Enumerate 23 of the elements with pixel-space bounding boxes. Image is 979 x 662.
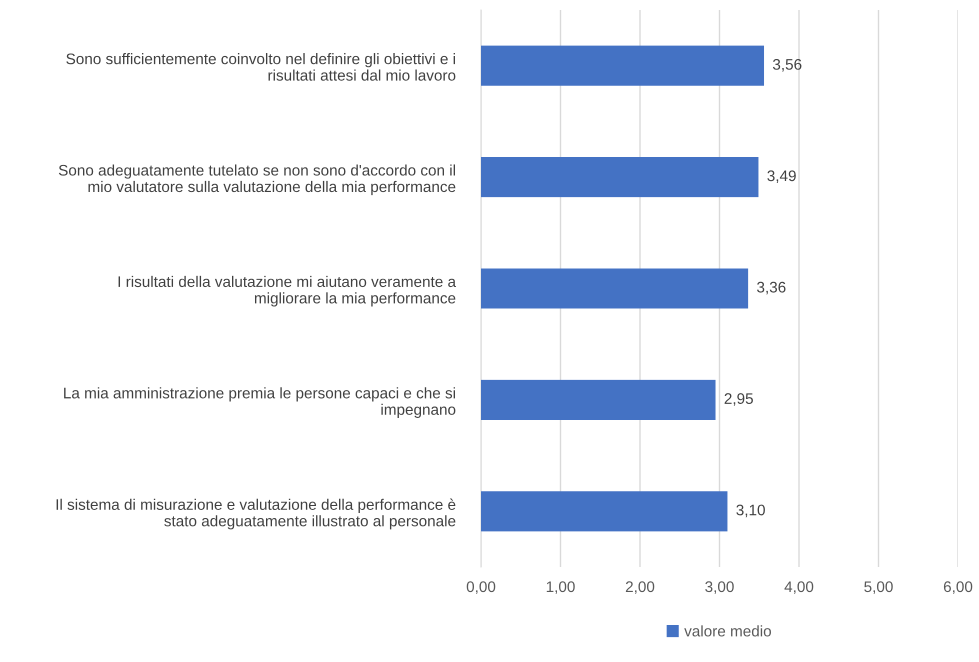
bar — [481, 46, 764, 86]
y-tick-label: Sono adeguatamente tutelato se non sono d'accordo con il mio valutatore sulla valutazione della mia performance — [58, 164, 456, 196]
x-tick-label: 3,00 — [705, 581, 734, 594]
x-tick-label: 5,00 — [864, 581, 893, 594]
data-label: 3,36 — [757, 282, 786, 294]
legend-label: valore medio — [684, 625, 771, 637]
x-tick-label: 6,00 — [944, 581, 972, 594]
y-tick-label: Sono sufficientemente coinvolto nel definire gli obiettivi e i risultati attesi dal mio lavoro — [66, 53, 456, 81]
y-tick-label: La mia amministrazione premia le persone capaci e che si impegnano — [64, 387, 456, 418]
x-tick-label: 0,00 — [466, 581, 496, 594]
y-tick-label: Il sistema di misurazione e valutazione della performance è stato adeguatamente illustrato al personale — [56, 498, 456, 530]
data-label: 3,49 — [767, 170, 796, 184]
data-label: 3,10 — [736, 504, 765, 518]
bar — [481, 157, 758, 198]
bar — [481, 268, 748, 309]
bar — [481, 380, 716, 420]
data-label: 2,95 — [724, 393, 753, 406]
y-tick-label: I risultati della valutazione mi aiutano veramente a migliorare la mia performance — [118, 276, 456, 307]
x-tick-label: 4,00 — [784, 581, 814, 594]
x-tick-label: 1,00 — [546, 581, 575, 594]
bar — [481, 491, 728, 532]
x-tick-label: 2,00 — [626, 581, 654, 594]
data-label: 3,56 — [772, 58, 802, 72]
